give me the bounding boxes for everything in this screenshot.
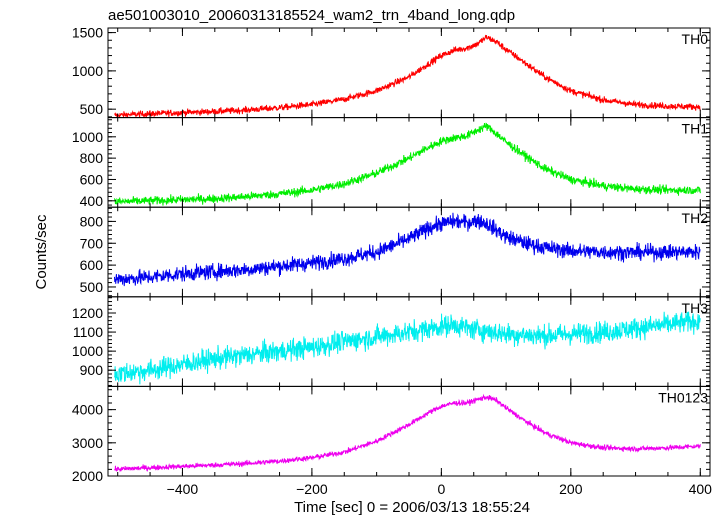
y-tick-label: 600	[80, 257, 104, 273]
x-axis-label: Time [sec] 0 = 2006/03/13 18:55:24	[294, 499, 530, 516]
y-tick-label: 1100	[73, 324, 103, 340]
y-tick-label: 1200	[72, 305, 103, 321]
y-tick-label: 400	[80, 193, 104, 209]
x-tick-label: −200	[296, 481, 328, 497]
x-tick-label: 200	[559, 481, 583, 497]
y-tick-label: 800	[80, 150, 104, 166]
series-line-th0	[114, 34, 701, 118]
y-tick-label: 1500	[72, 25, 103, 41]
panel-frame	[107, 27, 711, 119]
panel-th3: 900 1000 1100 1200 TH3	[72, 296, 711, 387]
y-tick-label: 1000	[72, 63, 103, 79]
panel-th2: 500 600 700 800 TH2	[80, 206, 711, 298]
panel-label-th0123: TH0123	[658, 389, 708, 405]
y-tick-label: 1000	[72, 343, 103, 359]
series-line-th3	[113, 310, 701, 385]
y-tick-label: 900	[80, 362, 104, 378]
y-tick-label: 2000	[72, 468, 103, 484]
panel-th0: 500 1000 1500 TH0	[72, 25, 711, 119]
panels: 500 1000 1500 TH0 400 600 800 1000 TH1 500 600 700 8…	[72, 25, 711, 484]
y-tick-label: 1000	[72, 129, 103, 145]
panel-frame	[107, 296, 711, 387]
panel-th0123: 2000 3000 4000 TH0123	[72, 385, 711, 484]
x-tick-label: 0	[437, 481, 445, 497]
x-axis-tick-labels: −400 −200 0 200 400	[167, 481, 713, 497]
panel-frame	[107, 385, 711, 477]
x-tick-label: −400	[167, 481, 199, 497]
y-tick-label: 800	[80, 213, 104, 229]
y-tick-label: 4000	[72, 402, 103, 418]
y-tick-label: 500	[80, 279, 104, 295]
series-line-th1	[113, 122, 701, 206]
y-axis-label: Counts/sec	[33, 214, 50, 290]
series-line-th0123	[114, 393, 701, 473]
y-tick-label: 500	[80, 101, 104, 117]
panel-label-th1: TH1	[682, 121, 709, 137]
panel-label-th0: TH0	[682, 31, 709, 47]
panel-label-th3: TH3	[682, 300, 709, 316]
series-line-th2	[113, 212, 701, 287]
chart-title: ae501003010_20060313185524_wam2_trn_4ban…	[108, 7, 515, 24]
panel-th1: 400 600 800 1000 TH1	[72, 117, 711, 209]
y-tick-label: 700	[80, 235, 104, 251]
y-tick-label: 3000	[72, 435, 103, 451]
x-tick-label: 400	[689, 481, 713, 497]
panel-label-th2: TH2	[682, 210, 709, 226]
y-tick-label: 600	[80, 171, 104, 187]
